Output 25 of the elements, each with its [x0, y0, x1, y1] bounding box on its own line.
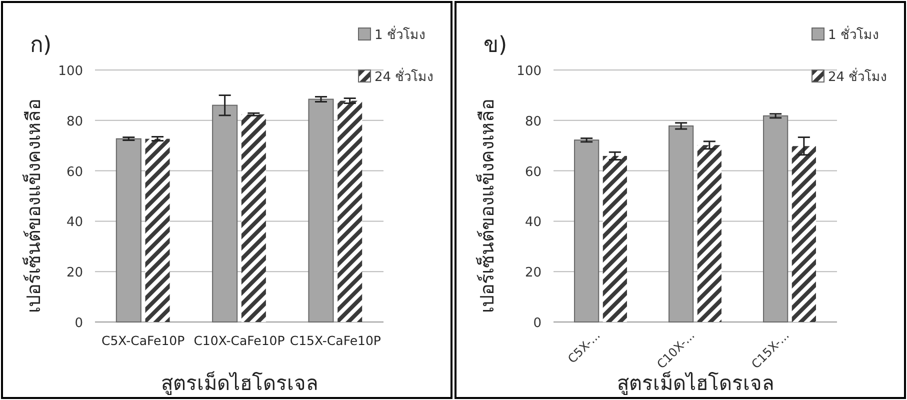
y-tick-label: 60 — [66, 164, 83, 180]
legend-label: 24 ชั่วโมง — [374, 68, 434, 85]
x-tick-label: C5X-CaFe10P — [101, 333, 186, 348]
y-tick-label: 80 — [524, 114, 542, 130]
y-tick-label: 60 — [524, 164, 542, 180]
y-tick-label: 100 — [58, 64, 83, 79]
legend-label: 1 ชั่วโมง — [374, 26, 425, 43]
y-axis-title: เปอร์เซ็นต์ของแข็งคงเหลือ — [21, 99, 45, 313]
x-tick-label: C10X-CaFe10P — [194, 333, 286, 348]
legend-label: 1 ชั่วโมง — [828, 26, 878, 43]
y-axis-title: เปอร์เซ็นต์ของแข็งคงเหลือ — [474, 99, 498, 313]
y-tick-label: 40 — [66, 215, 83, 230]
chart-title: ก) — [30, 33, 52, 58]
y-tick-label: 0 — [74, 316, 83, 331]
y-tick-label: 40 — [524, 215, 542, 230]
y-tick-label: 20 — [66, 266, 83, 281]
y-tick-label: 20 — [524, 266, 542, 281]
chart-title: ข) — [484, 33, 508, 58]
legend-label: 24 ชั่วโมง — [828, 68, 887, 85]
x-axis-title: สูตรเม็ดไฮโดรเจล — [160, 370, 318, 396]
x-tick-label: C15X-CaFe10P — [290, 333, 382, 348]
y-tick-label: 80 — [66, 114, 83, 130]
y-tick-label: 100 — [516, 64, 542, 79]
x-axis-title: สูตรเม็ดไฮโดรเจล — [616, 370, 774, 396]
y-tick-label: 0 — [533, 316, 542, 331]
